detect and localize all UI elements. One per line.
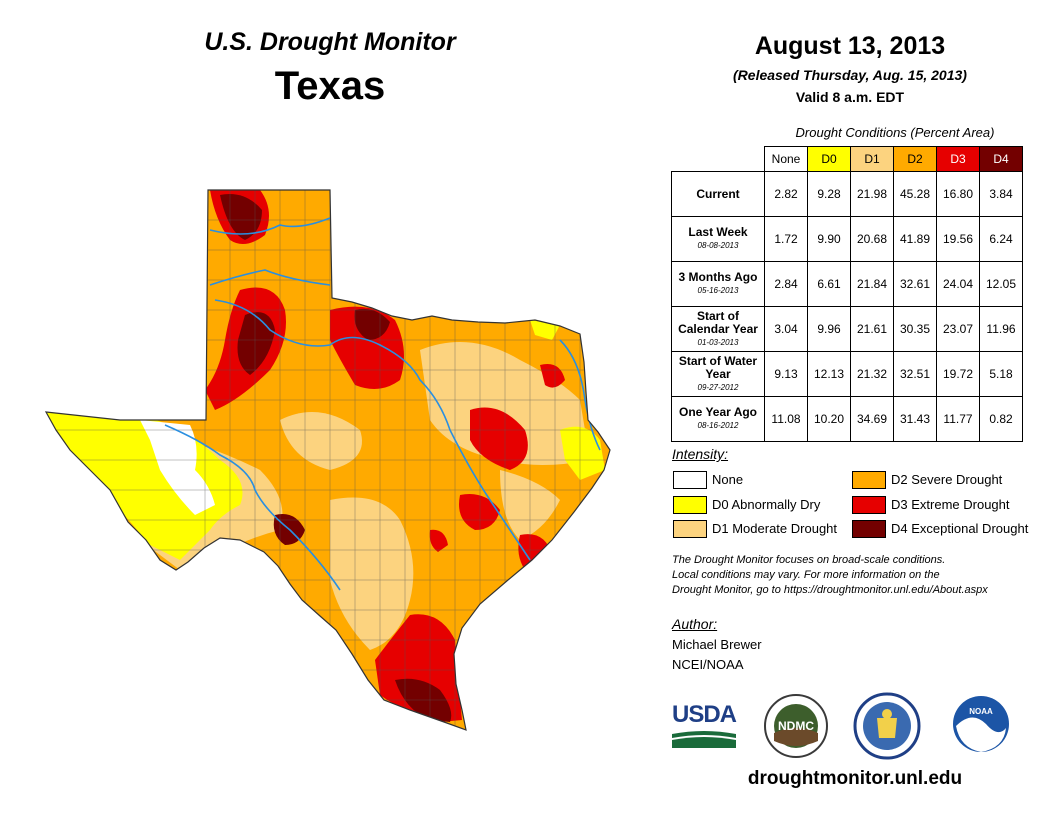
table-cell: 11.96 [979, 306, 1023, 352]
noaa-logo: NOAA [953, 696, 1009, 752]
row-label: Start of Water Year 09-27-2012 [671, 351, 765, 397]
legend-label-d2: D2 Severe Drought [891, 472, 1003, 487]
table-cell: 0.82 [979, 396, 1023, 442]
col-header-d3: D3 [936, 146, 980, 172]
table-cell: 9.96 [807, 306, 851, 352]
table-cell: 1.72 [764, 216, 808, 262]
release-date: (Released Thursday, Aug. 15, 2013) [733, 67, 967, 83]
table-row: Current 2.82 9.28 21.98 45.28 16.80 3.84 [671, 171, 1023, 217]
note-line: Drought Monitor, go to https://droughtmo… [672, 584, 988, 596]
table-row: Last Week 08-08-2013 1.72 9.90 20.68 41.8… [671, 216, 1023, 262]
table-cell: 2.84 [764, 261, 808, 307]
table-cell: 45.28 [893, 171, 937, 217]
table-cell: 5.18 [979, 351, 1023, 397]
footer-url[interactable]: droughtmonitor.unl.edu [747, 768, 963, 789]
usda-logo-text: USDA [672, 701, 737, 728]
intensity-label: Intensity: [672, 446, 729, 462]
table-cell: 41.89 [893, 216, 937, 262]
legend-label-d0: D0 Abnormally Dry [712, 497, 821, 512]
table-cell: 30.35 [893, 306, 937, 352]
ndmc-logo: NDMC [764, 694, 828, 758]
legend-swatch-d3 [852, 496, 886, 514]
legend-swatch-d0 [673, 496, 707, 514]
table-cell: 9.28 [807, 171, 851, 217]
table-row: Start of Calendar Year 01-03-2013 3.04 9.… [671, 306, 1023, 352]
table-cell: 16.80 [936, 171, 980, 217]
conditions-table: None D0 D1 D2 D3 D4 Current 2.82 9.28 21… [671, 146, 1023, 442]
table-row: 3 Months Ago 05-16-2013 2.84 6.61 21.84 3… [671, 261, 1023, 307]
map-date: August 13, 2013 [754, 32, 946, 60]
table-cell: 19.56 [936, 216, 980, 262]
note-line: Local conditions may vary. For more info… [672, 569, 940, 581]
table-cell: 10.20 [807, 396, 851, 442]
row-label: One Year Ago 08-16-2012 [671, 396, 765, 442]
table-cell: 32.51 [893, 351, 937, 397]
table-row: Start of Water Year 09-27-2012 9.13 12.13… [671, 351, 1023, 397]
table-cell: 11.77 [936, 396, 980, 442]
note-line: The Drought Monitor focuses on broad-sca… [672, 554, 946, 566]
disclaimer-note: The Drought Monitor focuses on broad-sca… [672, 553, 1042, 598]
texas-drought-map [45, 189, 611, 731]
row-label: Last Week 08-08-2013 [671, 216, 765, 262]
table-corner [672, 147, 765, 172]
table-cell: 23.07 [936, 306, 980, 352]
legend-swatch-d1 [673, 520, 707, 538]
conditions-table-title: Drought Conditions (Percent Area) [795, 125, 995, 140]
table-cell: 6.61 [807, 261, 851, 307]
usda-logo: USDA [672, 701, 737, 750]
table-cell: 9.13 [764, 351, 808, 397]
col-header-d1: D1 [850, 146, 894, 172]
table-cell: 34.69 [850, 396, 894, 442]
monitor-title: U.S. Drought Monitor [204, 28, 456, 56]
col-header-d2: D2 [893, 146, 937, 172]
author-label: Author: [672, 616, 718, 632]
col-header-none: None [764, 146, 808, 172]
noaa-logo-text: NOAA [969, 707, 993, 716]
table-cell: 24.04 [936, 261, 980, 307]
legend-label-d3: D3 Extreme Drought [891, 497, 1010, 512]
row-label: Current [671, 171, 765, 217]
legend-swatch-d4 [852, 520, 886, 538]
author-org: NCEI/NOAA [672, 657, 744, 672]
table-row: One Year Ago 08-16-2012 11.08 10.20 34.69… [671, 396, 1023, 442]
row-label: Start of Calendar Year 01-03-2013 [671, 306, 765, 352]
author-name: Michael Brewer [672, 637, 762, 652]
legend-label-d1: D1 Moderate Drought [712, 521, 838, 536]
legend-label-d4: D4 Exceptional Drought [891, 521, 1029, 536]
table-cell: 2.82 [764, 171, 808, 217]
legend-swatch-d2 [852, 471, 886, 489]
valid-time: Valid 8 a.m. EDT [795, 89, 905, 105]
table-cell: 20.68 [850, 216, 894, 262]
table-cell: 12.13 [807, 351, 851, 397]
state-title: Texas [274, 64, 386, 108]
usda-hills-icon [672, 731, 736, 748]
table-cell: 9.90 [807, 216, 851, 262]
legend-swatch-none [673, 471, 707, 489]
legend-label-none: None [712, 472, 744, 487]
ndmc-logo-text: NDMC [778, 719, 814, 733]
table-cell: 31.43 [893, 396, 937, 442]
table-cell: 21.84 [850, 261, 894, 307]
table-cell: 21.61 [850, 306, 894, 352]
col-header-d4: D4 [979, 146, 1023, 172]
table-cell: 32.61 [893, 261, 937, 307]
table-cell: 3.84 [979, 171, 1023, 217]
commerce-seal-logo [853, 692, 921, 760]
row-label: 3 Months Ago 05-16-2013 [671, 261, 765, 307]
table-cell: 11.08 [764, 396, 808, 442]
table-cell: 12.05 [979, 261, 1023, 307]
table-cell: 19.72 [936, 351, 980, 397]
table-cell: 6.24 [979, 216, 1023, 262]
table-cell: 21.32 [850, 351, 894, 397]
col-header-d0: D0 [807, 146, 851, 172]
table-cell: 21.98 [850, 171, 894, 217]
table-cell: 3.04 [764, 306, 808, 352]
